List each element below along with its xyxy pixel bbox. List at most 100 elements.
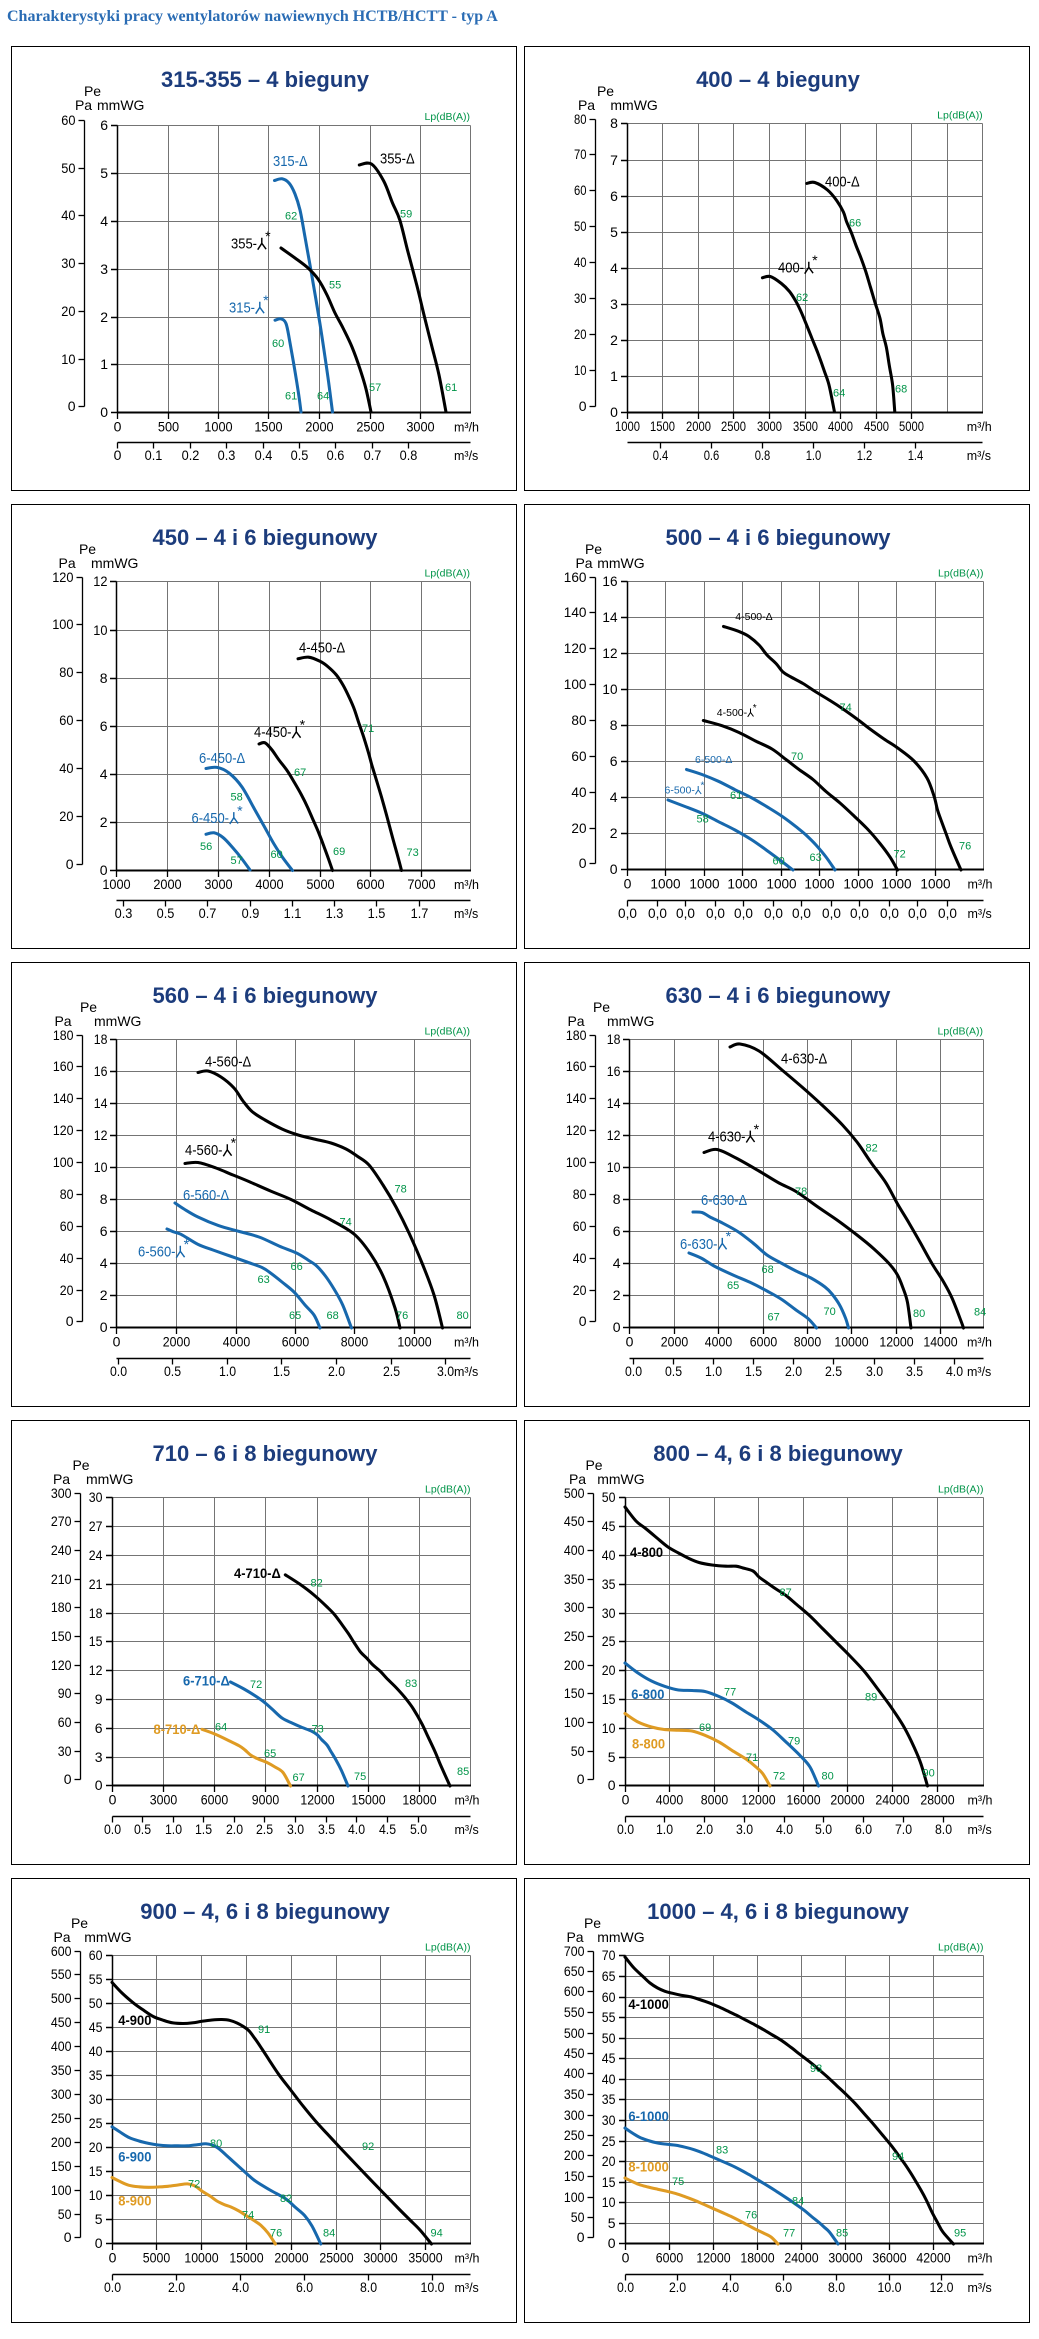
svg-text:mmWG: mmWG — [597, 1929, 644, 1945]
svg-text:4000: 4000 — [255, 876, 283, 892]
svg-text:45: 45 — [602, 1518, 616, 1534]
svg-text:2500: 2500 — [356, 418, 384, 434]
svg-text:89: 89 — [865, 1692, 877, 1704]
svg-text:4-560-Δ: 4-560-Δ — [205, 1054, 251, 1071]
svg-text:18000: 18000 — [402, 1792, 436, 1808]
svg-text:400: 400 — [51, 2038, 72, 2054]
svg-text:55: 55 — [89, 1971, 103, 1987]
svg-text:0: 0 — [68, 398, 76, 414]
svg-text:68: 68 — [895, 384, 907, 396]
svg-text:4-450-Δ: 4-450-Δ — [299, 639, 345, 656]
svg-text:58: 58 — [697, 814, 709, 826]
svg-text:100: 100 — [564, 1714, 585, 1730]
svg-text:400: 400 — [564, 1542, 585, 1558]
svg-text:710 – 6 i 8 biegunowy: 710 – 6 i 8 biegunowy — [153, 1441, 379, 1466]
svg-text:40: 40 — [602, 1547, 616, 1563]
svg-text:30: 30 — [89, 2091, 103, 2107]
svg-text:4.0: 4.0 — [946, 1363, 963, 1379]
svg-text:5000: 5000 — [306, 876, 334, 892]
svg-text:0,0: 0,0 — [764, 905, 783, 921]
svg-text:120: 120 — [564, 640, 587, 656]
svg-text:0: 0 — [610, 404, 618, 420]
svg-text:10: 10 — [607, 1159, 621, 1175]
svg-text:78: 78 — [795, 1186, 807, 1198]
svg-text:Lp(dB(A)): Lp(dB(A)) — [938, 1484, 984, 1496]
svg-text:25000: 25000 — [319, 2250, 353, 2266]
svg-text:Pe: Pe — [593, 999, 610, 1015]
svg-text:2000: 2000 — [305, 418, 333, 434]
svg-text:600: 600 — [51, 1943, 72, 1959]
svg-text:450: 450 — [564, 1513, 585, 1529]
svg-text:16: 16 — [602, 573, 617, 589]
svg-text:Pe: Pe — [597, 83, 614, 99]
svg-text:Pe: Pe — [584, 1915, 601, 1931]
svg-text:500: 500 — [158, 418, 179, 434]
svg-text:2000: 2000 — [686, 418, 711, 434]
svg-text:80: 80 — [822, 1771, 834, 1783]
svg-text:2: 2 — [613, 1287, 621, 1303]
svg-text:0,0: 0,0 — [850, 905, 869, 921]
svg-text:550: 550 — [51, 1966, 72, 1982]
svg-text:10000: 10000 — [184, 2250, 218, 2266]
svg-text:4.0: 4.0 — [722, 2279, 739, 2295]
svg-text:315-355 – 4 bieguny: 315-355 – 4 bieguny — [161, 67, 370, 92]
svg-text:6-710-Δ: 6-710-Δ — [183, 1673, 230, 1688]
svg-text:60: 60 — [573, 1218, 587, 1234]
svg-text:4-900: 4-900 — [118, 2013, 151, 2028]
svg-text:75: 75 — [354, 1771, 366, 1783]
svg-text:6-900: 6-900 — [118, 2150, 151, 2165]
svg-text:*: * — [300, 718, 306, 734]
svg-text:50: 50 — [89, 1995, 103, 2011]
svg-text:18000: 18000 — [740, 2250, 774, 2266]
svg-text:83: 83 — [405, 1678, 417, 1690]
svg-text:50: 50 — [571, 2209, 585, 2225]
svg-text:15: 15 — [602, 2174, 616, 2190]
svg-text:74: 74 — [242, 2209, 254, 2221]
svg-text:4: 4 — [100, 213, 108, 229]
svg-text:6000: 6000 — [282, 1334, 310, 1350]
svg-text:m³/h: m³/h — [968, 2252, 993, 2266]
svg-text:80: 80 — [59, 664, 73, 680]
svg-text:85: 85 — [457, 1766, 469, 1778]
svg-text:40: 40 — [573, 1250, 587, 1266]
svg-text:60: 60 — [272, 338, 284, 350]
svg-text:6.0: 6.0 — [775, 2279, 792, 2295]
svg-text:8-710-Δ: 8-710-Δ — [154, 1722, 201, 1737]
svg-text:5: 5 — [610, 224, 618, 240]
svg-text:0: 0 — [64, 2229, 72, 2245]
svg-text:4: 4 — [610, 260, 618, 276]
svg-text:m³/h: m³/h — [968, 878, 993, 892]
svg-text:83: 83 — [716, 2145, 728, 2157]
svg-text:m³/s: m³/s — [455, 1823, 479, 1837]
svg-text:*: * — [701, 780, 705, 791]
svg-text:6-450-: 6-450- — [192, 810, 230, 827]
svg-text:2.0: 2.0 — [785, 1363, 802, 1379]
svg-text:36000: 36000 — [872, 2250, 906, 2266]
svg-text:*: * — [184, 1237, 190, 1253]
svg-text:20: 20 — [602, 1662, 616, 1678]
svg-text:80: 80 — [60, 1186, 74, 1202]
svg-text:85: 85 — [836, 2227, 848, 2239]
svg-text:4: 4 — [613, 1255, 621, 1271]
svg-text:650: 650 — [564, 1963, 585, 1979]
svg-text:m³/s: m³/s — [454, 907, 478, 921]
svg-text:Pa: Pa — [53, 1471, 70, 1487]
svg-text:60: 60 — [571, 748, 586, 764]
svg-text:500: 500 — [564, 1485, 585, 1501]
svg-text:60: 60 — [59, 712, 73, 728]
svg-text:20: 20 — [574, 326, 587, 342]
svg-text:450: 450 — [51, 2014, 72, 2030]
svg-text:12: 12 — [602, 645, 617, 661]
svg-text:mmWG: mmWG — [597, 555, 644, 571]
svg-text:77: 77 — [724, 1687, 736, 1699]
svg-text:0.0: 0.0 — [617, 2279, 634, 2295]
svg-text:5: 5 — [100, 165, 108, 181]
svg-text:300: 300 — [564, 2107, 585, 2123]
svg-text:2.5: 2.5 — [383, 1363, 400, 1379]
svg-text:mmWG: mmWG — [97, 97, 144, 113]
svg-text:100: 100 — [566, 1154, 587, 1170]
svg-text:79: 79 — [788, 1736, 800, 1748]
svg-text:*: * — [726, 1229, 732, 1245]
svg-text:80: 80 — [574, 111, 587, 127]
svg-text:6000: 6000 — [656, 2250, 684, 2266]
